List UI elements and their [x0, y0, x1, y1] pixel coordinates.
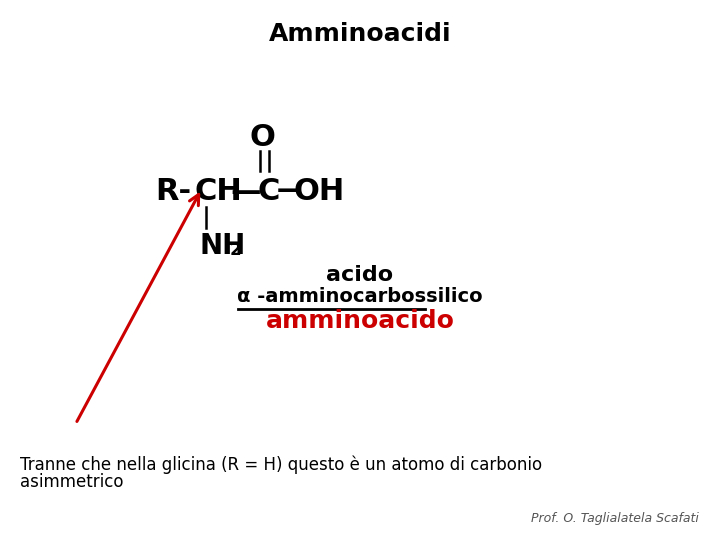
Text: Tranne che nella glicina (R = H) questo è un atomo di carbonio: Tranne che nella glicina (R = H) questo …	[20, 455, 542, 474]
Text: Amminoacidi: Amminoacidi	[269, 22, 451, 45]
Text: −: −	[275, 177, 300, 206]
Text: 2: 2	[230, 241, 241, 259]
Text: CH: CH	[194, 177, 242, 206]
Text: —: —	[230, 177, 261, 206]
Text: R-: R-	[155, 177, 191, 206]
Text: OH: OH	[294, 177, 345, 206]
Text: α -amminocarbossilico: α -amminocarbossilico	[237, 287, 483, 307]
Text: asimmetrico: asimmetrico	[20, 472, 124, 491]
Text: C: C	[258, 177, 280, 206]
Text: Prof. O. Taglialatela Scafati: Prof. O. Taglialatela Scafati	[531, 512, 698, 525]
Text: acido: acido	[326, 265, 394, 286]
Text: NH: NH	[199, 232, 246, 260]
Text: O: O	[250, 123, 276, 152]
Text: amminoacido: amminoacido	[266, 309, 454, 333]
